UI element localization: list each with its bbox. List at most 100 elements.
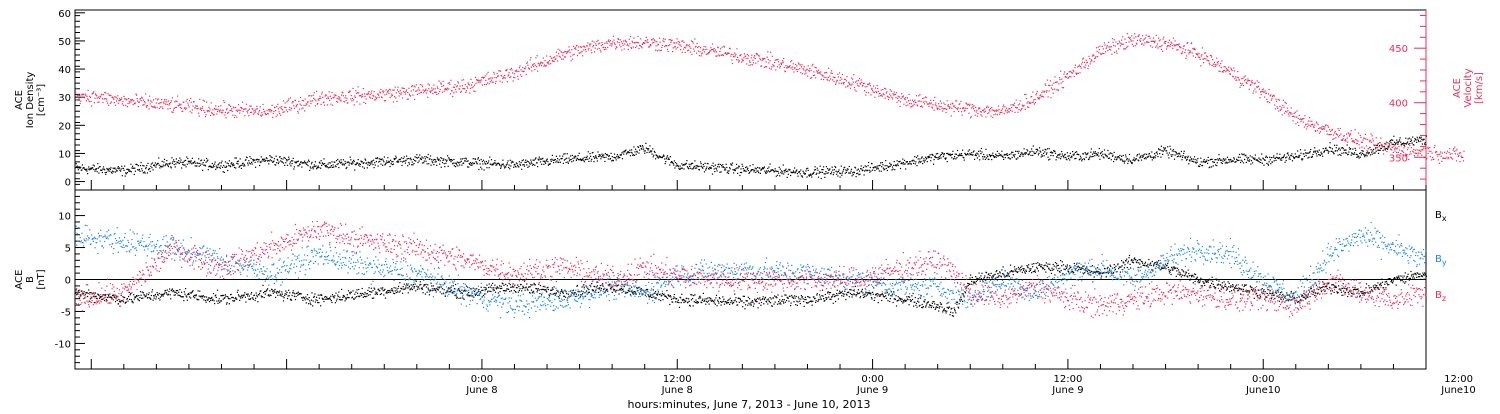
velocity-series-point xyxy=(721,55,722,56)
velocity-series-point xyxy=(504,75,505,76)
velocity-series-point xyxy=(175,100,176,101)
density-series-point xyxy=(221,162,222,163)
velocity-series-point xyxy=(548,61,549,62)
velocity-series-point xyxy=(1122,44,1123,45)
density-series-point xyxy=(1233,161,1234,162)
velocity-series-point xyxy=(550,63,551,64)
density-series-point xyxy=(1229,161,1230,162)
velocity-series-point xyxy=(598,43,599,44)
velocity-series-point xyxy=(335,95,336,96)
velocity-series-point xyxy=(1001,110,1002,111)
density-series-point xyxy=(75,167,76,168)
density-series-point xyxy=(1151,157,1152,158)
velocity-series-point xyxy=(1310,121,1311,122)
density-series-point xyxy=(768,170,769,171)
density-series-point xyxy=(269,160,270,161)
density-series-point xyxy=(257,159,258,160)
velocity-series-point xyxy=(353,99,354,100)
density-series-point xyxy=(113,171,114,172)
density-series-point xyxy=(288,157,289,158)
density-series-point xyxy=(390,160,391,161)
velocity-series-point xyxy=(546,55,547,56)
density-series-point xyxy=(947,153,948,154)
density-series-point xyxy=(1181,151,1182,152)
density-series-point xyxy=(520,165,521,166)
velocity-series-point xyxy=(1304,115,1305,116)
density-series-point xyxy=(931,157,932,158)
density-series-point xyxy=(726,167,727,168)
velocity-series-point xyxy=(827,80,828,81)
velocity-series-point xyxy=(1219,65,1220,66)
velocity-series-point xyxy=(170,108,171,109)
velocity-series-point xyxy=(338,98,339,99)
density-series-point xyxy=(265,160,266,161)
velocity-series-point xyxy=(1206,60,1207,61)
velocity-series-point xyxy=(1360,135,1361,136)
density-series-point xyxy=(1288,155,1289,156)
velocity-series-point xyxy=(1062,81,1063,82)
velocity-series-point xyxy=(1111,46,1112,47)
density-series-point xyxy=(1167,153,1168,154)
velocity-series-point xyxy=(1177,44,1178,45)
density-series-point xyxy=(126,173,127,174)
velocity-series-point xyxy=(1168,45,1169,46)
velocity-series-point xyxy=(1215,66,1216,67)
density-series-point xyxy=(569,160,570,161)
velocity-series-point xyxy=(1363,139,1364,140)
density-series-point xyxy=(836,174,837,175)
velocity-series-point xyxy=(992,117,993,118)
density-series-point xyxy=(1023,154,1024,155)
velocity-series-point xyxy=(1208,60,1209,61)
velocity-series-point xyxy=(1453,149,1454,150)
density-series-point xyxy=(891,164,892,165)
velocity-series-point xyxy=(1069,76,1070,77)
velocity-series-point xyxy=(798,62,799,63)
velocity-series-point xyxy=(787,67,788,68)
velocity-series-point xyxy=(906,105,907,106)
velocity-series-point xyxy=(268,113,269,114)
velocity-series-point xyxy=(1050,80,1051,81)
velocity-series-point xyxy=(541,65,542,66)
density-series-point xyxy=(528,161,529,162)
velocity-series-point xyxy=(848,82,849,83)
velocity-series-point xyxy=(845,87,846,88)
density-series-point xyxy=(616,159,617,160)
density-series-point xyxy=(733,172,734,173)
velocity-series-point xyxy=(477,80,478,81)
density-series-point xyxy=(167,164,168,165)
velocity-series-point xyxy=(396,101,397,102)
velocity-series-point xyxy=(80,101,81,102)
density-series-point xyxy=(755,172,756,173)
density-series-point xyxy=(1005,157,1006,158)
density-series-point xyxy=(717,170,718,171)
velocity-series-point xyxy=(1012,111,1013,112)
density-series-point xyxy=(1037,150,1038,151)
density-series-point xyxy=(481,159,482,160)
density-series-point xyxy=(941,154,942,155)
velocity-series-point xyxy=(261,112,262,113)
velocity-series-point xyxy=(77,96,78,97)
density-series-point xyxy=(312,167,313,168)
density-series-point xyxy=(1308,157,1309,158)
velocity-series-point xyxy=(1276,101,1277,102)
velocity-series-point xyxy=(1086,60,1087,61)
velocity-series-point xyxy=(1098,52,1099,53)
density-series-point xyxy=(1221,160,1222,161)
density-series-point xyxy=(759,168,760,169)
velocity-series-point xyxy=(1019,103,1020,104)
velocity-series-point xyxy=(658,44,659,45)
density-series-point xyxy=(831,172,832,173)
density-series-point xyxy=(696,167,697,168)
velocity-series-point xyxy=(1185,49,1186,50)
density-series-point xyxy=(1210,159,1211,160)
density-series-point xyxy=(1188,163,1189,164)
density-series-point xyxy=(221,161,222,162)
density-series-point xyxy=(710,167,711,168)
velocity-series-point xyxy=(1176,49,1177,50)
velocity-series-point xyxy=(946,109,947,110)
velocity-series-point xyxy=(1090,61,1091,62)
velocity-series-point xyxy=(447,88,448,89)
velocity-series-point xyxy=(1319,133,1320,134)
density-series-point xyxy=(412,164,413,165)
velocity-series-point xyxy=(815,77,816,78)
